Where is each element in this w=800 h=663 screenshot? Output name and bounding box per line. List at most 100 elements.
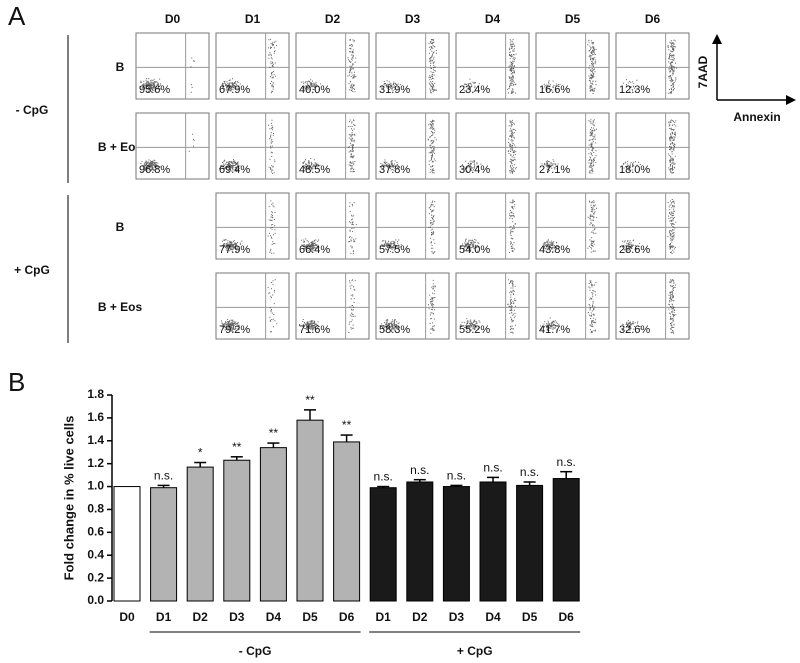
flow-plot: 57.5% bbox=[375, 192, 450, 260]
flow-plot: 32.6% bbox=[615, 272, 690, 340]
percent-label: 48.5% bbox=[299, 164, 330, 176]
x-tick-label: D2 bbox=[193, 610, 209, 624]
significance-label: n.s. bbox=[483, 461, 502, 475]
percent-label: 71.6% bbox=[299, 324, 330, 336]
bar bbox=[259, 447, 287, 602]
flow-plot: 12.3% bbox=[615, 32, 690, 100]
flow-plot: 28.6% bbox=[615, 192, 690, 260]
dots bbox=[219, 119, 276, 174]
percent-label: 58.3% bbox=[379, 324, 410, 336]
significance-label: ** bbox=[232, 440, 242, 454]
x-tick-label: D5 bbox=[302, 610, 318, 624]
flow-plot: 69.4% bbox=[215, 112, 290, 180]
percent-label: 23.4% bbox=[459, 84, 490, 96]
column-label: D5 bbox=[565, 12, 581, 26]
bar bbox=[223, 459, 251, 602]
dots bbox=[622, 39, 678, 94]
x-tick-label: D4 bbox=[485, 610, 501, 624]
bar bbox=[406, 481, 434, 602]
percent-label: 79.2% bbox=[219, 324, 250, 336]
flow-plot: 77.9% bbox=[215, 192, 290, 260]
flow-plot: 48.5% bbox=[295, 112, 370, 180]
percent-label: 32.6% bbox=[619, 324, 650, 336]
bar bbox=[552, 478, 580, 602]
flow-plot: 23.4% bbox=[455, 32, 530, 100]
flow-plot: 40.0% bbox=[295, 32, 370, 100]
y-tick-label: 0.2 bbox=[87, 570, 104, 584]
y-tick-label: 0.4 bbox=[87, 547, 104, 561]
dots bbox=[380, 119, 437, 174]
x-tick-label: D3 bbox=[449, 610, 465, 624]
column-label: D2 bbox=[325, 12, 341, 26]
flow-plot: 71.6% bbox=[295, 272, 370, 340]
percent-label: 41.7% bbox=[539, 324, 570, 336]
plot-frame bbox=[215, 32, 290, 100]
x-tick-label: D0 bbox=[119, 610, 135, 624]
dots bbox=[221, 200, 276, 254]
flow-plot: 95.6% bbox=[135, 32, 210, 100]
bar bbox=[150, 487, 178, 602]
plot-frame bbox=[215, 272, 290, 340]
significance-label: ** bbox=[305, 393, 315, 407]
y-tick-label: 0.0 bbox=[87, 593, 104, 607]
flow-plot: 67.9% bbox=[215, 32, 290, 100]
y-tick-label: 1.2 bbox=[87, 456, 104, 470]
bar bbox=[113, 486, 141, 602]
column-label: D3 bbox=[405, 12, 421, 26]
flow-plot: 31.9% bbox=[375, 32, 450, 100]
significance-label: n.s. bbox=[374, 470, 393, 484]
bar bbox=[479, 481, 507, 602]
dots bbox=[460, 279, 517, 334]
bar bbox=[516, 484, 544, 602]
panel-label: B bbox=[8, 367, 25, 397]
plot-frame bbox=[455, 112, 530, 180]
x-tick-label: D1 bbox=[156, 610, 172, 624]
x-tick-label: D3 bbox=[229, 610, 245, 624]
dots bbox=[621, 279, 677, 334]
significance-label: n.s. bbox=[410, 463, 429, 477]
y-axis-label: 7AAD bbox=[696, 55, 710, 88]
percent-label: 28.6% bbox=[619, 244, 650, 256]
plot-frame bbox=[375, 192, 450, 260]
percent-label: 37.8% bbox=[379, 164, 410, 176]
group-label: + CpG bbox=[457, 644, 493, 658]
percent-label: 69.4% bbox=[219, 164, 250, 176]
percent-label: 96.8% bbox=[139, 164, 170, 176]
flow-plot: 18.0% bbox=[615, 112, 690, 180]
y-tick-label: 1.8 bbox=[87, 387, 104, 401]
plot-frame bbox=[615, 32, 690, 100]
percent-label: 12.3% bbox=[619, 84, 650, 96]
column-label: D0 bbox=[165, 12, 181, 26]
x-tick-label: D4 bbox=[266, 610, 282, 624]
dots bbox=[461, 119, 517, 174]
percent-label: 27.1% bbox=[539, 164, 570, 176]
x-tick-label: D6 bbox=[339, 610, 355, 624]
x-tick-label: D1 bbox=[376, 610, 392, 624]
dots bbox=[139, 57, 196, 93]
percent-label: 31.9% bbox=[379, 84, 410, 96]
row-label: B + Eos bbox=[98, 140, 143, 154]
column-label: D6 bbox=[645, 12, 661, 26]
percent-label: 16.6% bbox=[539, 84, 570, 96]
dots bbox=[541, 119, 597, 174]
row-label: B bbox=[116, 220, 125, 234]
plot-frame bbox=[535, 32, 610, 100]
y-tick-label: 0.8 bbox=[87, 502, 104, 516]
group-label: - CpG bbox=[16, 103, 49, 117]
flow-plot: 43.8% bbox=[535, 192, 610, 260]
percent-label: 77.9% bbox=[219, 244, 250, 256]
flow-plot: 54.0% bbox=[455, 192, 530, 260]
x-tick-label: D2 bbox=[412, 610, 428, 624]
flow-plot: 27.1% bbox=[535, 112, 610, 180]
column-label: D1 bbox=[245, 12, 261, 26]
significance-label: n.s. bbox=[154, 469, 173, 483]
flow-plot: 30.4% bbox=[455, 112, 530, 180]
x-tick-label: D6 bbox=[559, 610, 575, 624]
percent-label: 30.4% bbox=[459, 164, 490, 176]
arrow-head bbox=[786, 95, 796, 105]
percent-label: 18.0% bbox=[619, 164, 650, 176]
dots bbox=[623, 119, 677, 174]
plot-frame bbox=[215, 192, 290, 260]
flow-plot: 79.2% bbox=[215, 272, 290, 340]
